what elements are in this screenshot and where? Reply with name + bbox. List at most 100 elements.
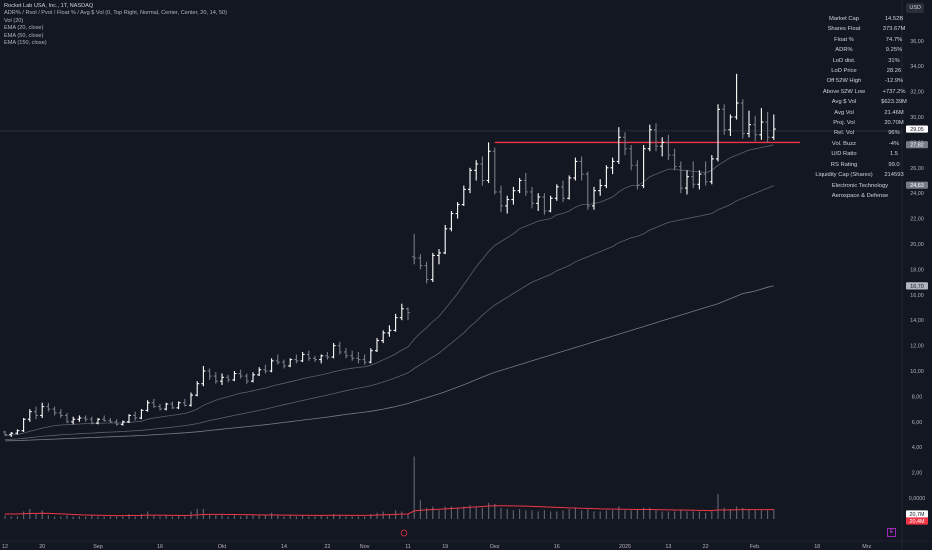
volume-bar	[543, 510, 545, 519]
stats-label: Avg $ Vol	[831, 99, 857, 106]
ohlc-bar	[96, 417, 100, 425]
ohlc-bar	[728, 114, 733, 137]
volume-bar	[568, 509, 570, 519]
indicator-ema20[interactable]: EMA (20, close)	[4, 25, 44, 32]
indicator-ema50[interactable]: EMA (50, close)	[4, 32, 44, 39]
volume-bar	[339, 515, 341, 519]
ohlc-bar	[337, 341, 342, 355]
price-badge-text: 27,82	[910, 143, 924, 149]
ohlc-bar	[604, 165, 609, 189]
volume-bar	[531, 510, 533, 519]
ohlc-bar	[474, 160, 479, 181]
volume-bar	[748, 509, 750, 519]
currency-button[interactable]: USD	[906, 3, 924, 13]
ohlc-bar	[567, 175, 572, 200]
ohlc-bar	[306, 350, 311, 361]
ohlc-bar	[52, 406, 57, 416]
volume-bar	[618, 506, 620, 519]
ohlc-bar	[486, 142, 491, 184]
stats-row: ADR% 9.25%	[810, 45, 910, 55]
stats-label: Above 52W Low	[822, 88, 866, 95]
time-tick-label: Mrz	[862, 544, 871, 550]
volume-bar	[85, 516, 87, 519]
volume-bar	[233, 515, 235, 519]
volume-bar	[345, 516, 347, 519]
volume-ma-line	[5, 505, 774, 517]
indicator-adr[interactable]: ADR% / Rvol / Pvol / Float % / Avg $ Vol…	[4, 10, 228, 17]
ohlc-bar	[480, 156, 485, 186]
volume-bar	[562, 510, 564, 519]
price-badge: 16,70	[906, 282, 928, 290]
volume-bar	[717, 494, 719, 519]
price-axis: 36,0034,0032,0030,0028,0026,0024,0022,00…	[909, 39, 926, 502]
volume-bar	[550, 511, 552, 519]
indicator-vol[interactable]: Vol (20)	[4, 17, 24, 24]
time-tick-label: Nov	[360, 544, 370, 550]
ohlc-bar	[505, 195, 510, 214]
volume-bar	[655, 510, 657, 519]
tradingview-logo-icon[interactable]: E	[887, 528, 896, 537]
price-badge-bg	[906, 282, 928, 290]
volume-bar	[109, 516, 111, 519]
price-badge-text: 16,70	[910, 284, 924, 290]
volume-bar	[432, 506, 434, 519]
ohlc-bar	[114, 419, 119, 426]
volume-bar	[506, 509, 508, 519]
time-tick-label: 22	[324, 544, 330, 550]
ohlc-bar	[207, 368, 212, 380]
volume-bar	[475, 506, 477, 519]
volume-bar	[680, 510, 682, 519]
stats-table: Market Cap 14.52B Shares Float 373.67M Flo…	[810, 14, 910, 201]
indicator-ema150[interactable]: EMA (150, close)	[4, 40, 47, 47]
ohlc-bar	[678, 161, 683, 194]
volume-bar	[277, 515, 279, 519]
volume-bar	[16, 516, 18, 519]
volume-bar	[643, 507, 645, 519]
volume-bar	[302, 515, 304, 519]
ohlc-bar	[220, 373, 224, 385]
volume-bar	[357, 516, 359, 519]
stats-row: Rel. Vol 96%	[810, 128, 910, 138]
ohlc-bar	[381, 330, 386, 344]
volume-bar	[4, 515, 6, 519]
volume-bar	[760, 510, 762, 519]
ohlc-bar	[151, 398, 156, 408]
stats-label: Rel. Vol	[834, 130, 854, 137]
volume-bar	[178, 515, 180, 519]
ohlc-bar	[356, 351, 361, 364]
stats-value: 74.7%	[885, 36, 903, 43]
price-badge-text: 20,4M	[910, 519, 925, 525]
symbol-title[interactable]: Rocket Lab USA, Inc., 1T, NASDAQ	[4, 3, 94, 9]
ohlc-bar	[511, 186, 516, 205]
ohlc-bar	[455, 202, 460, 219]
volume-bar	[314, 516, 316, 519]
volume-bar	[413, 456, 415, 519]
price-tick-label: 14,00	[910, 318, 924, 324]
ohlc-bar	[176, 401, 181, 410]
volume-bar	[612, 510, 614, 519]
ohlc-bar	[27, 409, 32, 422]
ohlc-bar	[592, 186, 596, 210]
ohlc-bar	[554, 184, 559, 201]
stats-value: 28.26	[886, 68, 902, 75]
stats-row: LoD dist. 31%	[810, 56, 910, 66]
ohlc-bar	[424, 261, 429, 284]
time-tick-label: Dez	[490, 544, 500, 550]
volume-bar	[308, 516, 310, 519]
volume-bar	[370, 514, 372, 519]
volume-bar	[97, 516, 99, 519]
volume-bar	[723, 507, 725, 519]
volume-bar	[438, 510, 440, 519]
volume-bar	[246, 515, 248, 519]
time-tick-label: Feb.	[750, 544, 761, 550]
stats-label: ADR%	[835, 47, 853, 54]
ohlc-bar	[368, 348, 373, 364]
ohlc-bar	[263, 364, 268, 374]
ohlc-bar	[734, 73, 739, 120]
price-badge: 20,7M	[906, 510, 928, 518]
ohlc-bar	[244, 373, 249, 384]
ohlc-bar	[759, 108, 764, 140]
ohlc-bar	[616, 127, 621, 164]
